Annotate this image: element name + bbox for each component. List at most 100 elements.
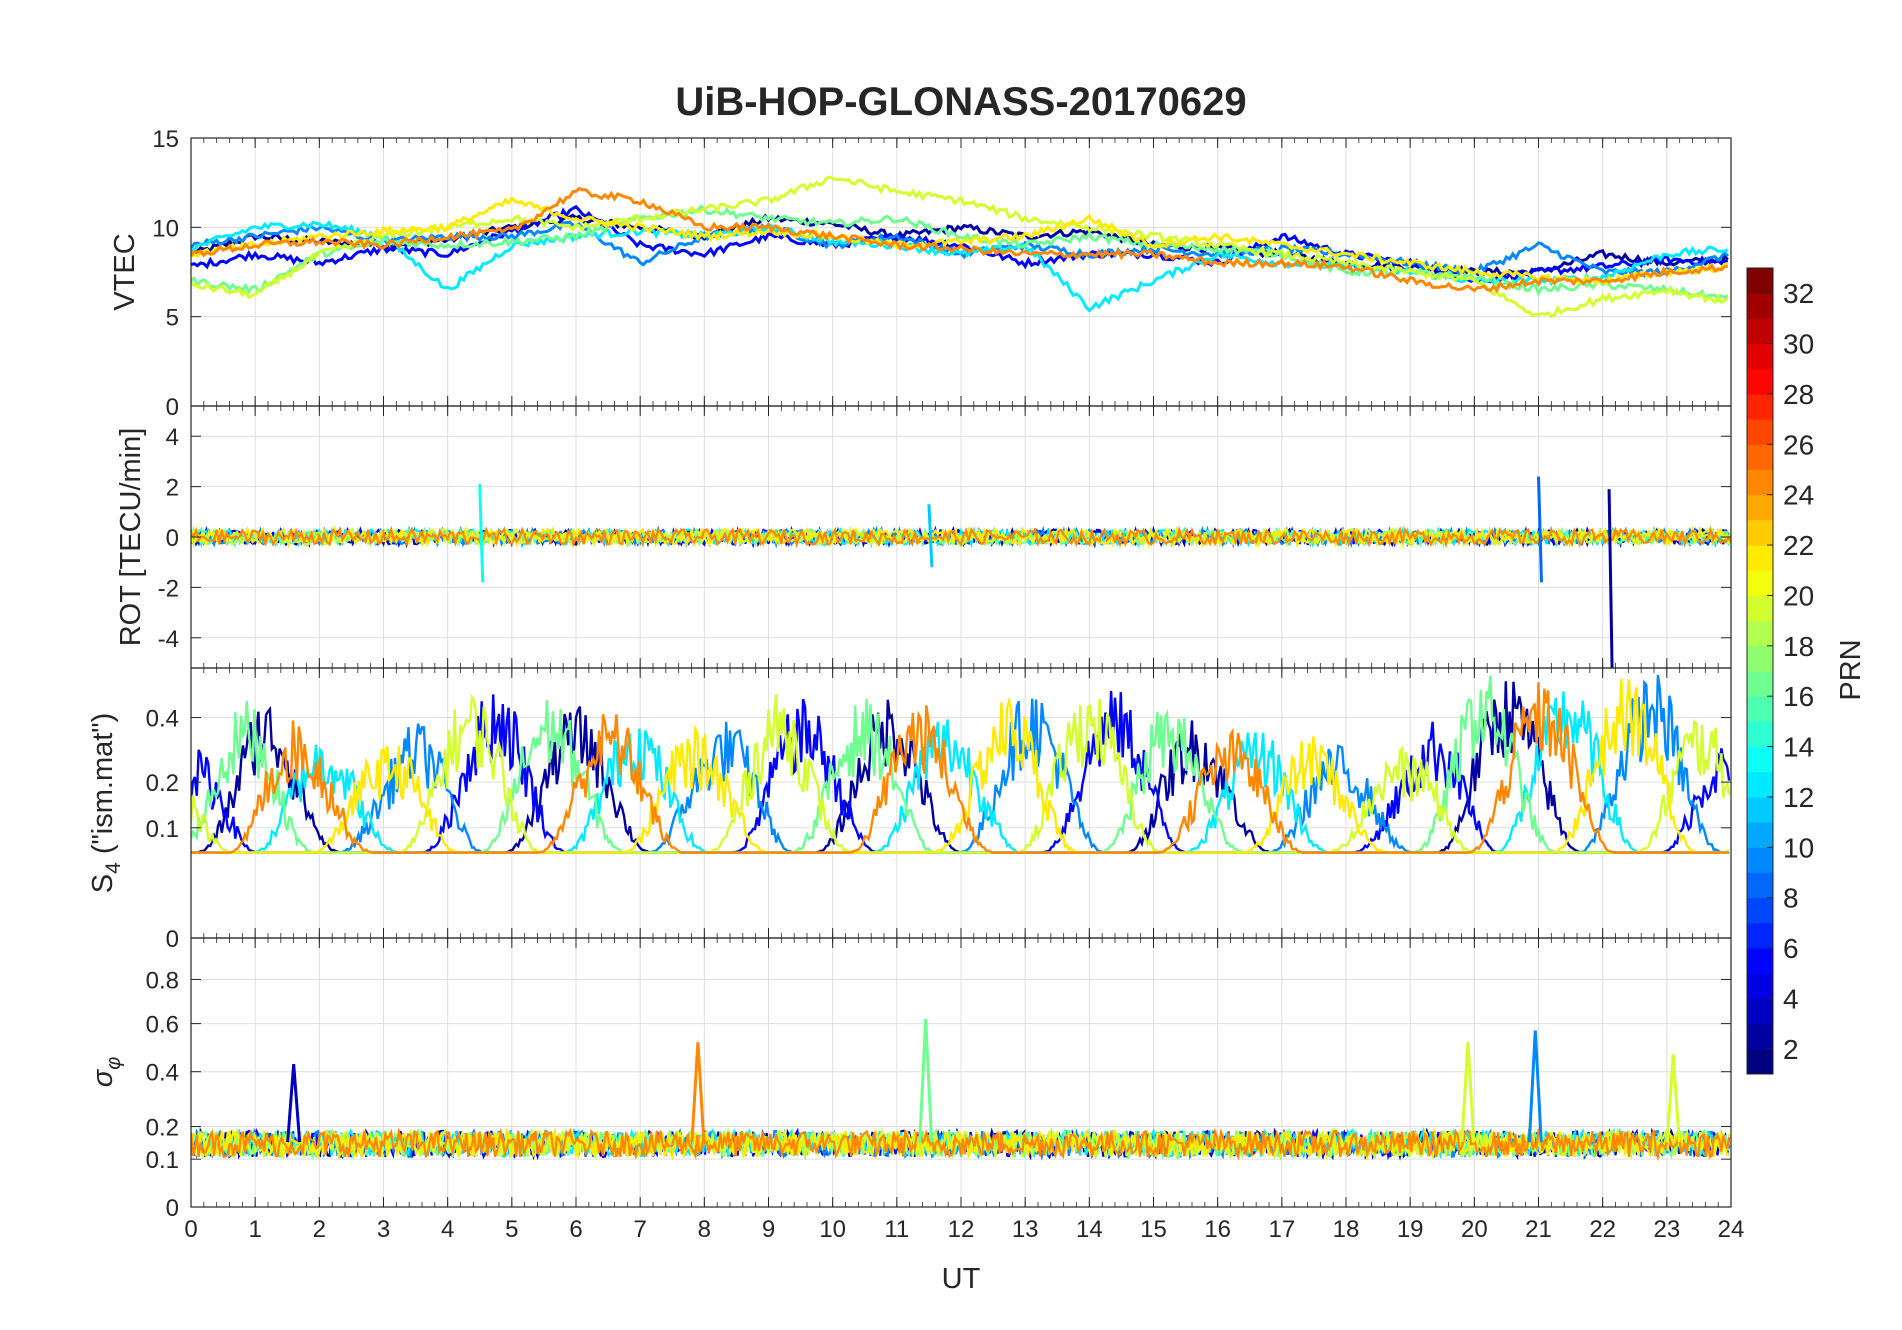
vtec-series bbox=[191, 175, 1729, 319]
sigma-peak bbox=[1527, 1030, 1543, 1143]
colorbar-cell bbox=[1747, 343, 1773, 370]
x-tick-label: 9 bbox=[762, 1216, 775, 1243]
colorbar-frame bbox=[1746, 267, 1774, 1075]
rot-spike bbox=[1607, 489, 1614, 668]
x-tick-label: 22 bbox=[1589, 1216, 1616, 1243]
colorbar-tick-label: 26 bbox=[1783, 429, 1814, 460]
rot-spike bbox=[478, 484, 485, 583]
y-tick-label: 0 bbox=[166, 394, 179, 421]
x-tick-label: 16 bbox=[1204, 1216, 1231, 1243]
colorbar-tick-label: 32 bbox=[1783, 278, 1814, 309]
x-tick-label: 6 bbox=[569, 1216, 582, 1243]
x-tick-label: 21 bbox=[1525, 1216, 1552, 1243]
colorbar-cell bbox=[1747, 948, 1773, 974]
sigma-ylabel-main: σ bbox=[87, 1068, 119, 1087]
colorbar-tick-label: 4 bbox=[1783, 983, 1799, 1014]
colorbar-cell bbox=[1747, 822, 1773, 848]
x-tick-label: 12 bbox=[948, 1216, 975, 1243]
s4-ylabel-main: S bbox=[87, 874, 119, 893]
colorbar-cells bbox=[1747, 268, 1773, 1075]
colorbar-cell bbox=[1747, 469, 1773, 496]
y-tick-label: 0 bbox=[166, 926, 179, 953]
colorbar-tick-label: 6 bbox=[1783, 933, 1799, 964]
rot-spike bbox=[1537, 476, 1543, 583]
y-tick-label: -2 bbox=[158, 575, 179, 602]
y-tick-label: 0.1 bbox=[146, 1147, 179, 1174]
colorbar-cell bbox=[1747, 721, 1773, 748]
x-tick-label: 13 bbox=[1012, 1216, 1039, 1243]
y-tick-label: 5 bbox=[166, 305, 179, 332]
colorbar-tick-label: 16 bbox=[1783, 681, 1814, 712]
x-tick-label: 11 bbox=[884, 1216, 909, 1243]
colorbar-tick-label: 8 bbox=[1783, 883, 1799, 914]
x-tick-label: 17 bbox=[1268, 1216, 1295, 1243]
colorbar-cell bbox=[1747, 998, 1773, 1025]
colorbar-tick-label: 18 bbox=[1783, 631, 1814, 662]
colorbar-cell bbox=[1747, 897, 1773, 924]
axes-box bbox=[190, 937, 1732, 1208]
sigma-peak bbox=[286, 1064, 302, 1143]
colorbar-cell bbox=[1747, 368, 1773, 395]
colorbar-cell bbox=[1747, 1023, 1773, 1050]
colorbar-tick-label: 12 bbox=[1783, 782, 1814, 813]
panel-vtec: 0 5 10 15 VTEC bbox=[109, 126, 1732, 421]
colorbar-cell bbox=[1747, 519, 1773, 546]
x-tick-label: 20 bbox=[1461, 1216, 1488, 1243]
y-tick-label: 0.4 bbox=[146, 706, 179, 733]
colorbar-cell bbox=[1747, 973, 1773, 999]
colorbar-cell bbox=[1747, 595, 1773, 622]
colorbar-cell bbox=[1747, 393, 1773, 420]
colorbar-tick-label: 2 bbox=[1783, 1034, 1799, 1065]
sigma-y-ticks: 0 0.1 0.2 0.4 0.6 0.8 bbox=[146, 967, 179, 1222]
colorbar-cell bbox=[1747, 796, 1773, 823]
rot-ylabel: ROT [TECU/min] bbox=[115, 428, 147, 647]
x-axis-label: UT bbox=[942, 1263, 981, 1295]
vtec-ylabel: VTEC bbox=[109, 233, 141, 310]
colorbar-cell bbox=[1747, 444, 1773, 470]
colorbar-tick-label: 20 bbox=[1783, 580, 1814, 611]
sigma-frame bbox=[190, 937, 1732, 1208]
y-tick-label: 0 bbox=[166, 525, 179, 552]
colorbar-cell bbox=[1747, 494, 1773, 521]
y-tick-label: 2 bbox=[166, 475, 179, 502]
x-tick-label: 24 bbox=[1718, 1216, 1745, 1243]
panel-rot: -4 -2 0 2 4 ROT [TECU/min] bbox=[115, 405, 1732, 669]
colorbar-cell bbox=[1747, 645, 1773, 672]
s4-ylabel: S4 ("ism.mat") bbox=[87, 713, 125, 894]
x-tick-label: 5 bbox=[505, 1216, 518, 1243]
x-tick-label: 19 bbox=[1397, 1216, 1424, 1243]
colorbar-cell bbox=[1747, 570, 1773, 596]
s4-ylabel-rest: ("ism.mat") bbox=[87, 713, 119, 862]
sigma-ylabel: σφ bbox=[87, 1057, 125, 1088]
s4-series-prn-24 bbox=[191, 682, 1730, 854]
vtec-series-prn-16 bbox=[191, 204, 1729, 303]
colorbar-tick-label: 28 bbox=[1783, 379, 1814, 410]
colorbar-cell bbox=[1747, 847, 1773, 873]
rot-series-prn-24 bbox=[191, 525, 1731, 549]
y-tick-label: 4 bbox=[166, 424, 179, 451]
y-tick-label: -4 bbox=[158, 626, 179, 653]
x-tick-label: 7 bbox=[633, 1216, 646, 1243]
x-tick-labels: 0 1 2 3 4 5 6 7 8 9 10 11 12 13 14 15 16 17 18 19 20 21 22 23 24 bbox=[184, 1216, 1744, 1243]
x-tick-label: 2 bbox=[313, 1216, 326, 1243]
colorbar-cell bbox=[1747, 872, 1773, 899]
panel-s4: 0 0.1 0.2 0.4 S4 ("ism.mat") bbox=[87, 667, 1732, 953]
x-tick-label: 18 bbox=[1333, 1216, 1360, 1243]
colorbar-cell bbox=[1747, 293, 1773, 319]
vtec-series-prn-24 bbox=[191, 186, 1728, 294]
x-tick-label: 14 bbox=[1076, 1216, 1103, 1243]
x-tick-label: 10 bbox=[819, 1216, 846, 1243]
colorbar-cell bbox=[1747, 545, 1773, 571]
rot-series bbox=[191, 476, 1731, 668]
colorbar-cell bbox=[1747, 922, 1773, 949]
s4-ylabel-sub: 4 bbox=[102, 862, 125, 874]
colorbar-cell bbox=[1747, 419, 1773, 445]
colorbar-cell bbox=[1747, 771, 1773, 798]
y-tick-label: 0.1 bbox=[146, 816, 179, 843]
y-tick-label: 0.8 bbox=[146, 967, 179, 994]
s4-y-ticks: 0 0.1 0.2 0.4 bbox=[146, 706, 179, 953]
colorbar-cell bbox=[1747, 671, 1773, 697]
rot-spike bbox=[927, 504, 934, 568]
